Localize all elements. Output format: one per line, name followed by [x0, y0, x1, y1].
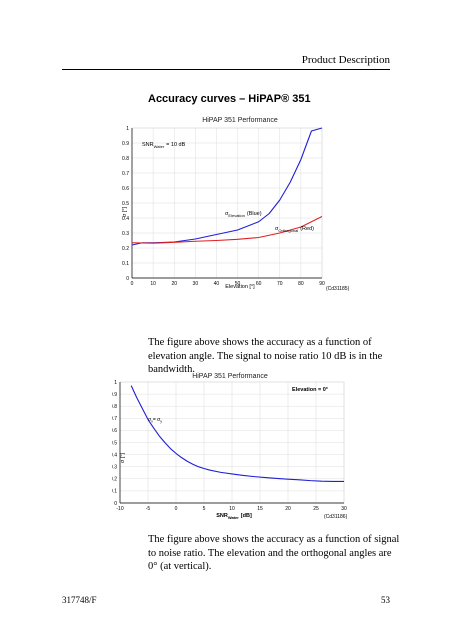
- chart1-y-tick-label: 1: [126, 126, 129, 132]
- chart1-x-tick-label: 70: [277, 281, 283, 287]
- chart2-x-tick-label: -5: [146, 506, 151, 512]
- chart2-ylabel: σ [°]: [120, 452, 126, 463]
- chart1-y-tick-label: 0.5: [122, 201, 129, 207]
- section-heading: Accuracy curves – HiPAP® 351: [148, 93, 311, 105]
- chart1-ylabel: σ [°]: [122, 206, 128, 217]
- chart2-y-tick-label: 0.8: [112, 404, 117, 410]
- accuracy-vs-snr-chart: HiPAP 351 Performance -10 -5 0 5 10 15 20 25 300…: [112, 373, 348, 520]
- chart1-y-tick-label: 0.6: [122, 186, 129, 192]
- chart2-figure-id: (Cd31186): [324, 514, 348, 520]
- chart1-series-line-1: [131, 216, 323, 244]
- header-rule: [62, 69, 390, 70]
- chart1-x-tick-label: 30: [193, 281, 199, 287]
- chart2-x-tick-label: 0: [175, 506, 178, 512]
- page-header-title: Product Description: [301, 54, 390, 66]
- chart1-figure-id: (Cd31185): [326, 286, 350, 292]
- paragraph-elevation-description: The figure above shows the accuracy as a…: [148, 337, 383, 375]
- chart2-curve-label: σx= σy: [148, 417, 162, 424]
- chart2-y-tick-label: 0.6: [112, 428, 117, 434]
- chart1-x-tick-label: 0: [131, 281, 134, 287]
- chart2-y-tick-label: 0.7: [112, 416, 117, 422]
- chart1-snr-annotation: SNRWater = 10 dB: [142, 142, 186, 149]
- chart1-y-tick-label: 0.8: [122, 156, 129, 162]
- paragraph-snr-description: The figure above shows the accuracy as a…: [148, 534, 400, 572]
- chart1-y-tick-label: 0.4: [122, 216, 129, 222]
- chart2-y-tick-label: 0: [114, 501, 117, 507]
- chart1-elevation-series-label: σElevation (Blue): [225, 211, 262, 218]
- chart1-y-tick-label: 0: [126, 276, 129, 282]
- chart1-title: HiPAP 351 Performance: [202, 117, 278, 124]
- chart1-x-tick-label: 60: [256, 281, 262, 287]
- accuracy-vs-elevation-chart: HiPAP 351 Performance 0 10 20 30 40 50 60 70 80 9…: [122, 117, 350, 292]
- chart1-y-tick-label: 0.1: [122, 261, 129, 267]
- chart2-x-tick-label: 20: [285, 506, 291, 512]
- chart2-y-tick-label: 1: [114, 380, 117, 386]
- chart2-y-tick-label: 0.3: [112, 465, 117, 471]
- chart2-series-line-0: [130, 385, 344, 483]
- footer-doc-number: 317748/F: [62, 595, 97, 605]
- chart2-xlabel: SNRWater [dB]: [216, 513, 252, 520]
- chart1-y-tick-label: 0.3: [122, 231, 129, 237]
- chart2-y-tick-label: 0.5: [112, 440, 117, 446]
- chart2-x-tick-label: 30: [341, 506, 347, 512]
- chart2-y-tick-label: 0.1: [112, 489, 117, 495]
- chart1-y-tick-label: 0.2: [122, 246, 129, 252]
- chart2-y-tick-label: 0.2: [112, 477, 117, 483]
- chart2-x-tick-label: 25: [313, 506, 319, 512]
- chart1-xlabel: Elevation [°]: [225, 284, 255, 290]
- chart2-y-tick-label: 0.9: [112, 392, 117, 398]
- chart1-x-tick-label: 80: [298, 281, 304, 287]
- chart2-y-tick-label: 0.4: [112, 452, 117, 458]
- chart1-y-tick-label: 0.7: [122, 171, 129, 177]
- chart1-x-tick-label: 20: [171, 281, 177, 287]
- chart2-x-tick-label: -10: [116, 506, 123, 512]
- chart1-x-tick-label: 40: [214, 281, 220, 287]
- chart1-y-tick-label: 0.9: [122, 141, 129, 147]
- chart2-elevation-annotation: Elevation = 0°: [292, 387, 328, 393]
- footer-page-number: 53: [381, 595, 390, 605]
- chart1-orthogonal-series-label: σOrthogonal (Red): [275, 226, 314, 233]
- chart2-x-tick-label: 10: [229, 506, 235, 512]
- chart2-title: HiPAP 351 Performance: [192, 373, 268, 380]
- chart2-x-tick-label: 5: [203, 506, 206, 512]
- chart1-x-tick-label: 10: [150, 281, 156, 287]
- chart2-x-tick-label: 15: [257, 506, 263, 512]
- chart1-x-tick-label: 50: [235, 281, 241, 287]
- chart1-x-tick-label: 90: [319, 281, 325, 287]
